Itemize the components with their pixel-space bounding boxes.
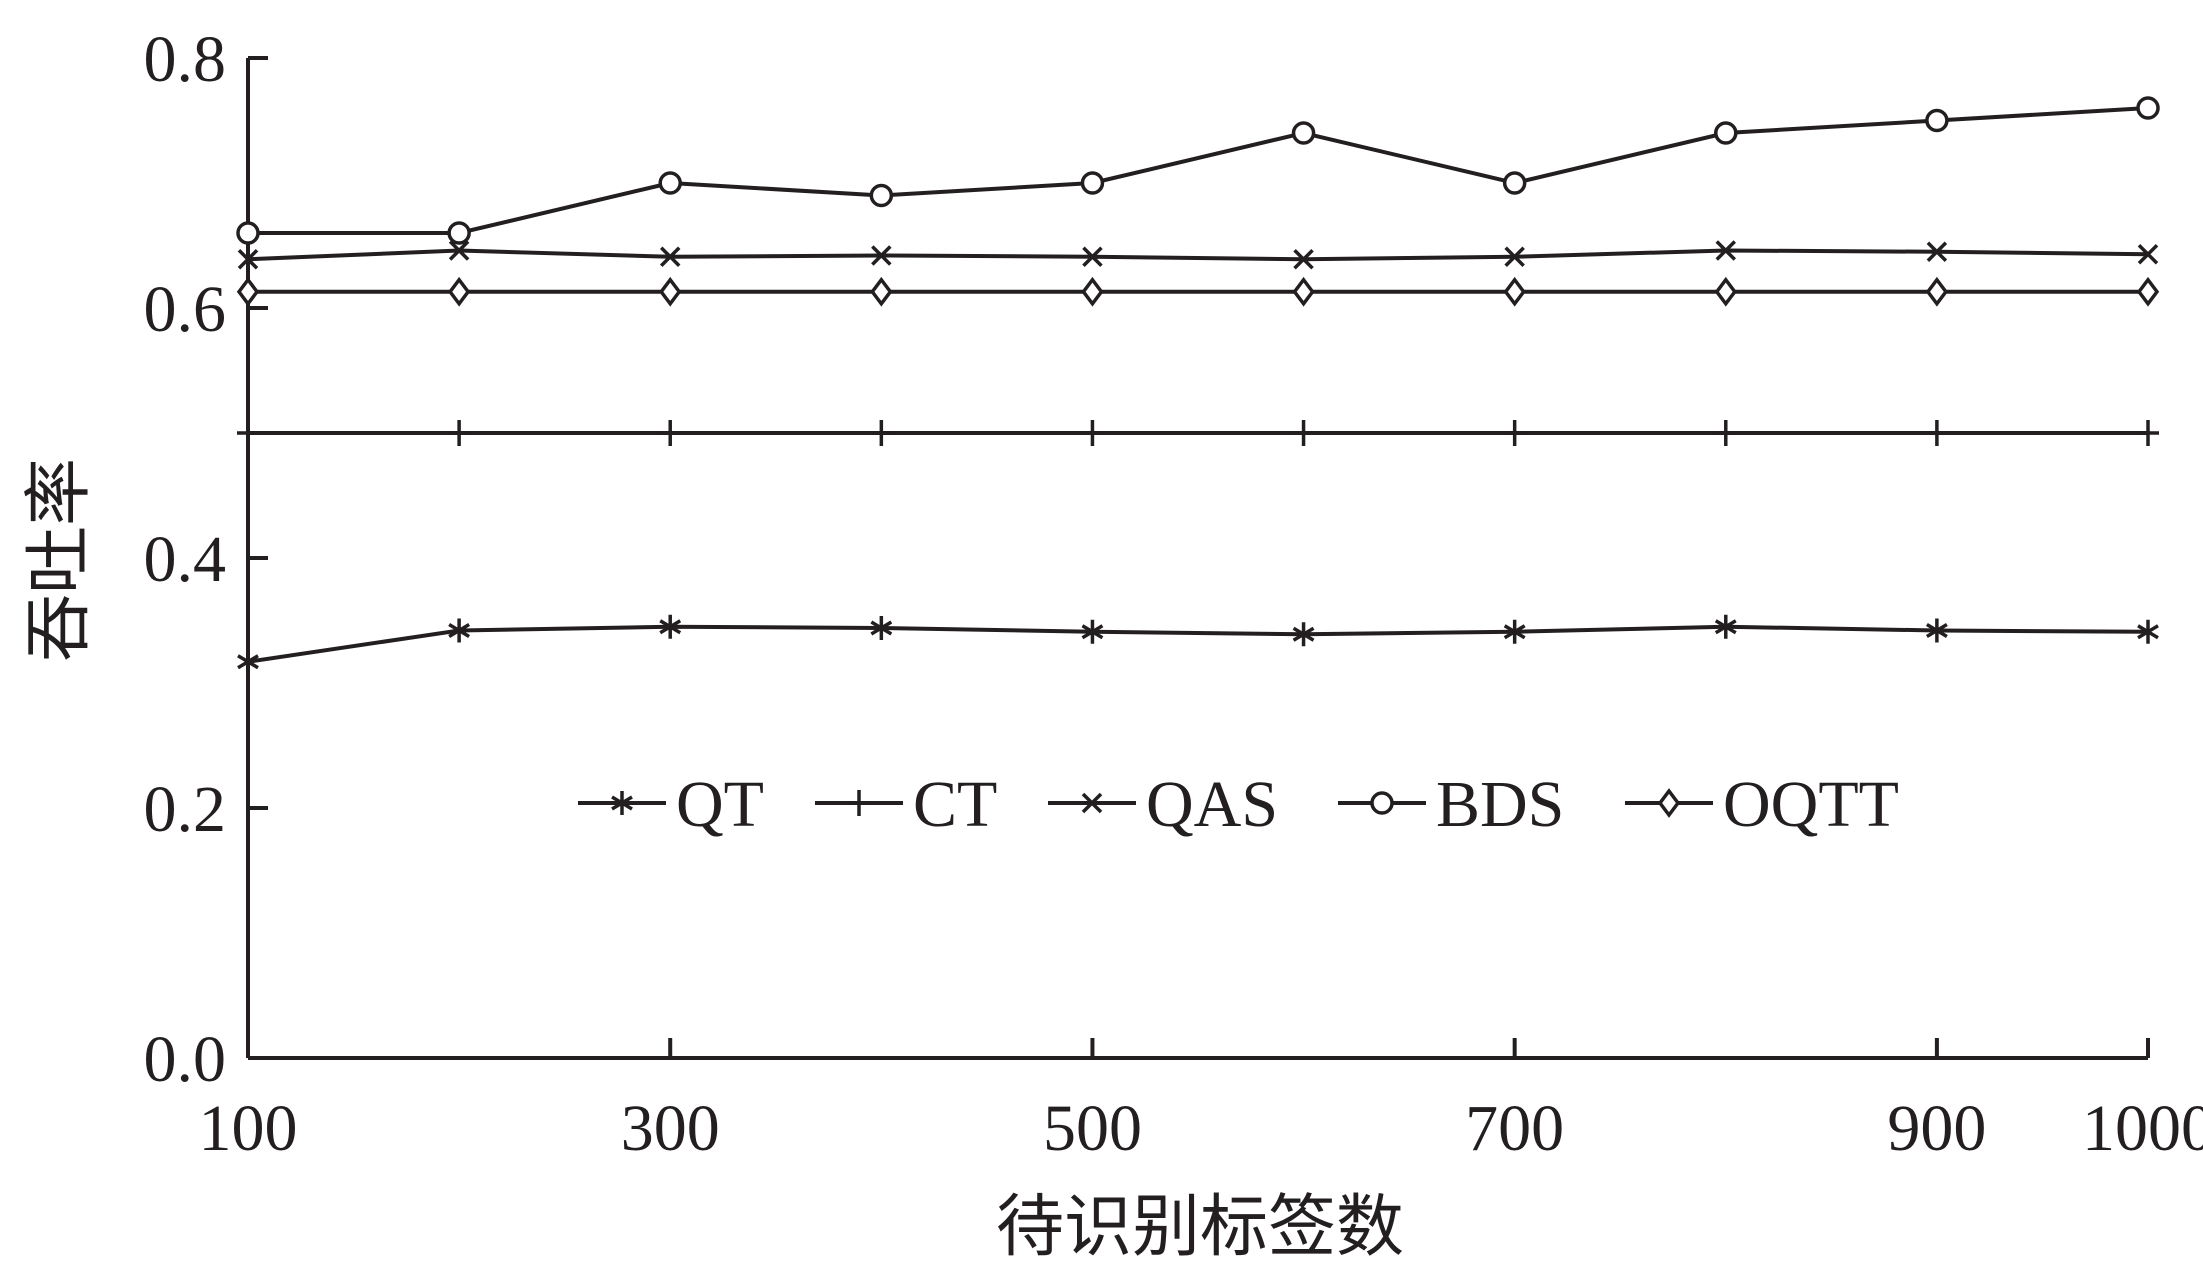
data-point-ct (1503, 420, 1526, 446)
x-tick-label: 900 (1887, 1092, 1986, 1165)
data-point-oqtt (1292, 276, 1315, 307)
data-point-bds (1502, 171, 1527, 195)
data-point-ct (2137, 420, 2159, 446)
legend-item-qas: QAS (1048, 768, 1278, 841)
data-point-qt (1714, 614, 1737, 639)
data-point-qt (1081, 619, 1104, 644)
data-point-qt (1925, 618, 1948, 643)
data-point-bds (869, 183, 894, 208)
series-line-bds (248, 106, 2149, 235)
data-point-ct (659, 420, 682, 446)
y-tick-label: 0.6 (144, 273, 227, 346)
legend-marker (1657, 788, 1681, 818)
series-lines (247, 106, 2149, 664)
legend-label: QT (676, 768, 764, 841)
x-tick-label: 1000 (2082, 1092, 2203, 1165)
legend-marker (1081, 792, 1103, 814)
data-point-qt (2137, 619, 2159, 644)
series-line-qas (247, 248, 2149, 262)
data-point-oqtt (1081, 276, 1104, 307)
data-point-qas (448, 240, 470, 261)
x-axis-title: 待识别标签数 (996, 1189, 1404, 1265)
y-tick-label: 0.4 (144, 523, 227, 596)
data-point-qt (448, 618, 471, 643)
data-point-qas (1504, 246, 1525, 267)
data-point-bds (1080, 171, 1105, 195)
data-point-bds (1291, 121, 1316, 145)
data-point-bds (236, 221, 260, 245)
data-point-oqtt (2136, 276, 2160, 307)
data-point-bds (658, 171, 682, 195)
legend-item-ct: CT (815, 768, 997, 841)
data-point-ct (1292, 420, 1315, 446)
data-point-qas (1293, 249, 1314, 270)
legend-marker (848, 790, 870, 816)
data-point-bds (1925, 108, 1949, 133)
y-tick-label: 0.2 (144, 773, 227, 846)
data-point-ct (237, 420, 259, 446)
series-markers (236, 96, 2160, 674)
data-point-qt (237, 649, 259, 674)
x-tick-label: 500 (1043, 1092, 1142, 1165)
legend-marker (1370, 791, 1394, 815)
y-axis-title: 吞吐率 (21, 458, 97, 662)
data-point-qas (237, 249, 259, 270)
x-tick-label: 100 (199, 1092, 298, 1165)
data-point-oqtt (447, 276, 471, 307)
legend-item-oqtt: OQTT (1625, 768, 1899, 841)
data-point-oqtt (236, 276, 260, 307)
legend-item-bds: BDS (1338, 768, 1564, 841)
data-point-oqtt (1714, 276, 1737, 307)
data-point-bds (2136, 96, 2160, 120)
data-point-oqtt (1925, 276, 1949, 307)
x-tick-label: 300 (621, 1092, 720, 1165)
data-point-bds (447, 221, 471, 245)
data-point-oqtt (870, 276, 893, 307)
data-point-ct (870, 420, 893, 446)
data-point-ct (1081, 420, 1104, 446)
data-point-qt (659, 614, 682, 639)
data-point-ct (448, 420, 471, 446)
data-point-bds (1714, 121, 1738, 145)
legend-label: BDS (1436, 768, 1564, 841)
legend-label: OQTT (1723, 768, 1899, 841)
data-point-qas (871, 245, 892, 266)
data-point-qas (659, 246, 681, 267)
legend-item-qt: QT (578, 768, 764, 841)
y-tick-label: 0.8 (144, 23, 227, 96)
x-tick-label: 700 (1465, 1092, 1564, 1165)
y-tick-label: 0.0 (144, 1023, 227, 1096)
series-line-qt (247, 624, 2149, 664)
data-point-qas (2137, 244, 2159, 265)
data-point-qt (870, 616, 893, 640)
legend-label: QAS (1146, 768, 1278, 841)
data-point-qt (1503, 619, 1526, 644)
data-point-qas (1715, 240, 1737, 261)
legend-label: CT (913, 768, 997, 841)
legend: QT CT QAS BDS OQTT (578, 768, 1899, 841)
data-point-qas (1082, 246, 1103, 267)
data-point-qt (1292, 622, 1315, 647)
axes: 0.0 0.2 0.4 0.6 0.8 100 300 500 700 900 1000 (144, 23, 2203, 1165)
data-point-oqtt (1503, 276, 1526, 307)
legend-marker (611, 791, 633, 815)
data-point-qas (1926, 241, 1948, 262)
data-point-oqtt (659, 276, 682, 307)
data-point-ct (1925, 420, 1948, 446)
data-point-ct (1714, 420, 1737, 446)
